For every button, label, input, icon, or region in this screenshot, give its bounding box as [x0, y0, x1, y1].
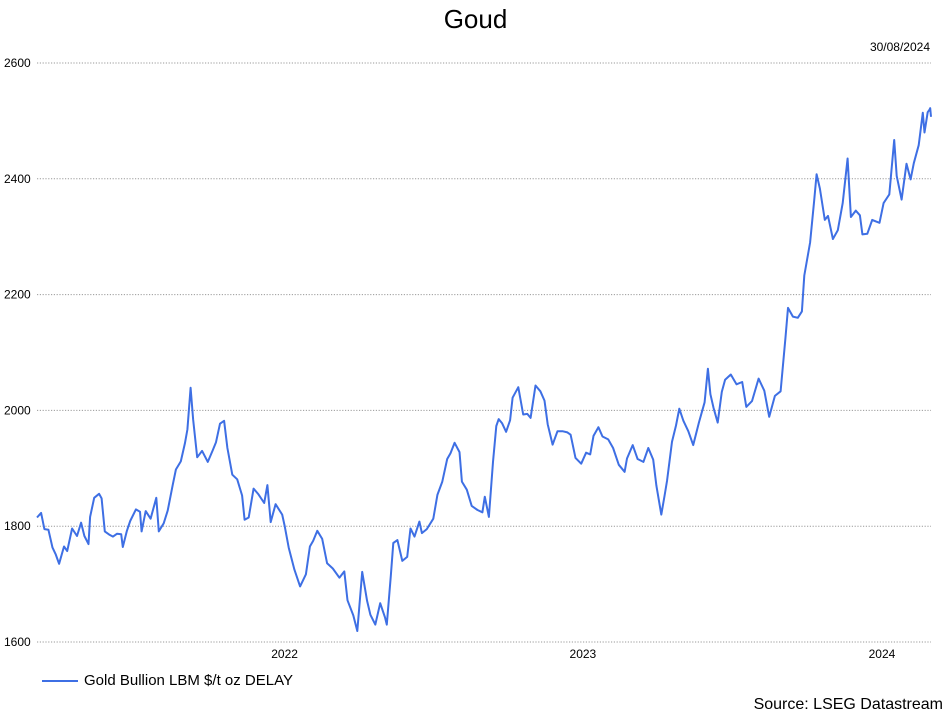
x-tick-label: 2023 [570, 647, 597, 661]
y-tick-label: 2600 [4, 56, 31, 70]
source-label: Source: LSEG Datastream [753, 696, 943, 713]
series-line [36, 107, 932, 632]
legend-label: Gold Bullion LBM $/t oz DELAY [84, 672, 293, 689]
y-tick-label: 2400 [4, 172, 31, 186]
y-tick-label: 2200 [4, 288, 31, 302]
y-tick-label: 1600 [4, 635, 31, 649]
chart-title: Goud [443, 4, 508, 34]
y-tick-label: 2000 [4, 403, 31, 417]
x-tick-label: 2024 [869, 647, 896, 661]
date-label: 30/08/2024 [869, 40, 930, 54]
legend: Gold Bullion LBM $/t oz DELAY [42, 672, 293, 689]
y-tick-label: 1800 [4, 519, 31, 533]
x-tick-label: 2022 [271, 647, 298, 661]
legend-swatch [42, 679, 78, 682]
